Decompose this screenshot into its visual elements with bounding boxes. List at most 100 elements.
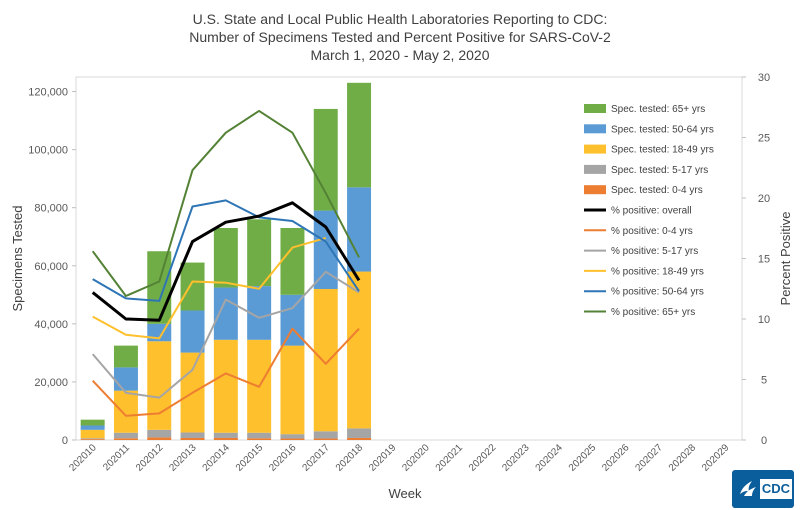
bar-segment: [80, 439, 105, 440]
bar-segment: [113, 367, 138, 391]
cdc-logo-text: CDC: [760, 479, 792, 499]
bar-segment: [347, 428, 372, 438]
bar-segment: [80, 419, 105, 426]
y-axis-title: Specimens Tested: [10, 206, 25, 312]
legend-label: % positive: 65+ yrs: [611, 307, 695, 318]
bar-segment: [347, 187, 372, 272]
y-tick-label: 120,000: [28, 87, 68, 99]
bar-segment: [147, 429, 172, 438]
bar-segment: [80, 438, 105, 440]
series-line: [91, 201, 361, 322]
bar-segment: [347, 437, 372, 440]
y-tick-label: 80,000: [34, 203, 68, 215]
legend-label: % positive: 50-64 yrs: [611, 287, 704, 298]
bar-segment: [247, 438, 272, 440]
legend-swatch: [584, 124, 606, 134]
legend-swatch: [584, 185, 606, 195]
bar-segment: [113, 438, 138, 440]
bar-segment: [213, 228, 238, 288]
legend-label: % positive: 18-49 yrs: [611, 266, 704, 277]
chart-subtitle: March 1, 2020 - May 2, 2020: [310, 47, 490, 63]
y-tick-label: 0: [62, 435, 68, 447]
bar-segment: [180, 432, 205, 438]
chart-title-line-1: U.S. State and Local Public Health Labor…: [192, 11, 608, 27]
y2-tick-label: 25: [758, 133, 770, 145]
hhs-eagle-icon: [740, 481, 756, 496]
bar-segment: [213, 432, 238, 438]
y2-tick-label: 5: [761, 375, 767, 387]
x-tick-label: 202014: [201, 442, 233, 474]
x-tick-label: 202028: [667, 442, 699, 474]
chart-title: U.S. State and Local Public Health Labor…: [0, 10, 800, 64]
bar-segment: [280, 228, 305, 295]
x-tick-label: 202019: [367, 442, 399, 474]
bar-segment: [180, 262, 205, 311]
x-tick-label: 202011: [101, 442, 132, 473]
y2-tick-label: 15: [758, 254, 770, 266]
x-tick-label: 202022: [467, 442, 499, 474]
legend-label: % positive: overall: [611, 206, 692, 217]
bar-segment: [180, 310, 205, 353]
legend-label: Spec. tested: 65+ yrs: [611, 104, 705, 115]
x-tick-label: 202026: [600, 442, 632, 474]
bar-segment: [147, 437, 172, 440]
x-tick-label: 202015: [234, 442, 266, 474]
bar-segment: [313, 431, 338, 439]
bar-segment: [313, 438, 338, 440]
y-tick-label: 40,000: [34, 319, 68, 331]
series-line: [91, 327, 360, 417]
y2-tick-label: 30: [758, 72, 770, 84]
bar-segment: [247, 432, 272, 439]
bar-segment: [347, 82, 372, 188]
x-tick-label: 202012: [134, 442, 166, 474]
bar-segment: [313, 210, 338, 289]
x-tick-label: 202013: [167, 442, 199, 474]
bar-segment: [247, 286, 272, 340]
bar-segment: [313, 108, 338, 211]
legend-swatch: [584, 104, 606, 113]
x-tick-label: 202025: [567, 442, 599, 474]
bar-segment: [280, 345, 305, 435]
y2-axis-title: Percent Positive: [778, 212, 793, 306]
y-tick-label: 60,000: [34, 261, 68, 273]
x-tick-label: 202029: [700, 442, 732, 474]
bar-segment: [213, 287, 238, 340]
x-tick-label: 202027: [633, 442, 665, 474]
bar-segment: [113, 432, 138, 439]
bar-segment: [80, 425, 105, 430]
bar-segment: [80, 429, 105, 439]
legend-label: % positive: 0-4 yrs: [611, 226, 693, 237]
x-tick-label: 202018: [334, 442, 366, 474]
y2-tick-label: 10: [758, 314, 770, 326]
bar-segment: [313, 288, 338, 432]
bar-segment: [213, 437, 238, 440]
legend-label: Spec. tested: 0-4 yrs: [611, 185, 703, 196]
bar-segment: [280, 434, 305, 439]
x-axis-title: Week: [389, 486, 422, 501]
bar-segment: [147, 341, 172, 430]
y-tick-label: 20,000: [34, 377, 68, 389]
cdc-logo: CDC: [732, 470, 794, 508]
chart-title-line-2: Number of Specimens Tested and Percent P…: [189, 29, 611, 45]
bar-segment: [113, 390, 138, 433]
bar-segment: [113, 345, 138, 368]
series-line: [92, 236, 327, 340]
bar-segment: [247, 219, 272, 287]
bar-segment: [347, 271, 372, 429]
series-line: [91, 270, 360, 399]
x-tick-label: 202023: [500, 442, 532, 474]
bar-segment: [147, 251, 172, 324]
legend-label: Spec. tested: 5-17 yrs: [611, 165, 708, 176]
bar-segment: [280, 438, 305, 440]
bar-segment: [280, 294, 305, 346]
y2-tick-label: 20: [758, 193, 770, 205]
bar-segment: [213, 339, 238, 433]
legend-swatch: [584, 164, 606, 174]
series-line: [91, 109, 360, 297]
bar-segment: [180, 437, 205, 440]
x-tick-label: 202017: [300, 442, 332, 474]
y2-tick-label: 0: [761, 435, 767, 447]
x-tick-label: 202020: [400, 442, 432, 474]
